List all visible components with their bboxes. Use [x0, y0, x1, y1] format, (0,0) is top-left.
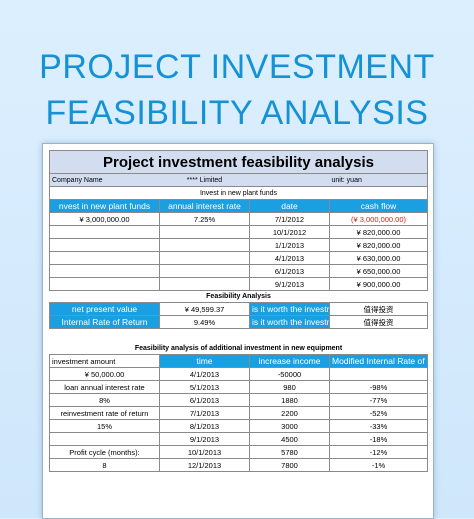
date-cell: 1/1/2013 [249, 238, 330, 252]
date-cell: 6/1/2013 [249, 264, 330, 278]
unit-label: unit: yuan [329, 173, 429, 187]
hero-title-line2: FEASIBILITY ANALYSIS [45, 94, 429, 132]
company-value: **** Limited [159, 173, 250, 187]
date-cell: 10/1/2012 [249, 225, 330, 239]
left-cell: ¥ 50,000.00 [49, 367, 160, 381]
income-cell: 7800 [249, 458, 330, 472]
irr-value: 9.49% [159, 315, 250, 329]
income-cell: 3000 [249, 419, 330, 433]
sheet-title: Project investment feasibility analysis [48, 150, 429, 174]
table-row: ¥ 50,000.00 4/1/2013 -50000 [49, 367, 429, 381]
time-cell: 8/1/2013 [159, 419, 250, 433]
company-label: Company Name [49, 173, 160, 187]
cashflow-cell: ¥ 650,000.00 [328, 264, 429, 278]
npv-answer: 值得投资 [328, 302, 429, 316]
feasibility-table: Feasibility Analysis net present value ¥… [49, 290, 429, 329]
table-row: 4/1/2013 ¥ 630,000.00 [49, 251, 429, 265]
table-row: 10/1/2012 ¥ 820,000.00 [49, 225, 429, 239]
mirr-cell: -52% [328, 406, 429, 420]
table-row: 15% 8/1/2013 3000 -33% [49, 419, 429, 433]
feasibility-title: Feasibility Analysis [206, 292, 271, 300]
plant-funds-table: Project investment feasibility analysis … [48, 150, 429, 291]
npv-label: net present value [49, 302, 160, 316]
table-row: net present value ¥ 49,599.37 is it wort… [49, 302, 429, 316]
table-row: loan annual interest rate 5/1/2013 980 -… [49, 380, 429, 394]
cashflow-cell: ¥ 820,000.00 [328, 225, 429, 239]
mirr-cell: -18% [328, 432, 429, 446]
table-row: 9/1/2013 ¥ 900,000.00 [49, 277, 429, 291]
npv-question: is it worth the investme [249, 302, 330, 316]
header-invest: nvest in new plant funds [49, 199, 160, 213]
income-cell: 2200 [249, 406, 330, 420]
mirr-cell [328, 367, 429, 381]
mirr-cell: -12% [328, 445, 429, 459]
rate-cell: 7.25% [159, 212, 250, 226]
section3-title: Feasibility analysis of additional inves… [134, 344, 343, 352]
header-time: time [159, 354, 250, 368]
mirr-cell: -1% [328, 458, 429, 472]
header-mirr: Modified Internal Rate of Return [328, 354, 429, 368]
time-cell: 5/1/2013 [159, 380, 250, 394]
table-row: Profit cycle (months): 10/1/2013 5780 -1… [49, 445, 429, 459]
table-row: 8% 6/1/2013 1880 -77% [49, 393, 429, 407]
time-cell: 9/1/2013 [159, 432, 250, 446]
table-row: reinvestment rate of return 7/1/2013 220… [49, 406, 429, 420]
header-date: date [249, 199, 330, 213]
cashflow-cell: ¥ 900,000.00 [328, 277, 429, 291]
table-row: ¥ 3,000,000.00 7.25% 7/1/2012 (¥ 3,000,0… [49, 212, 429, 226]
left-cell: Profit cycle (months): [49, 445, 160, 459]
left-cell [49, 432, 160, 446]
time-cell: 12/1/2013 [159, 458, 250, 472]
income-cell: 5780 [249, 445, 330, 459]
left-cell: 8% [49, 393, 160, 407]
left-cell: 8 [49, 458, 160, 472]
mirr-cell: -77% [328, 393, 429, 407]
equipment-table: Feasibility analysis of additional inves… [49, 342, 429, 472]
investment-cell: ¥ 3,000,000.00 [49, 212, 160, 226]
mirr-cell: -33% [328, 419, 429, 433]
header-rate: annual interest rate [159, 199, 250, 213]
cashflow-cell: (¥ 3,000,000.00) [328, 212, 429, 226]
table-row: 8 12/1/2013 7800 -1% [49, 458, 429, 472]
irr-answer: 值得投资 [328, 315, 429, 329]
time-cell: 7/1/2013 [159, 406, 250, 420]
left-cell: 15% [49, 419, 160, 433]
date-cell: 7/1/2012 [249, 212, 330, 226]
income-cell: 4500 [249, 432, 330, 446]
npv-value: ¥ 49,599.37 [159, 302, 250, 316]
date-cell: 4/1/2013 [249, 251, 330, 265]
date-cell: 9/1/2013 [249, 277, 330, 291]
time-cell: 4/1/2013 [159, 367, 250, 381]
time-cell: 10/1/2013 [159, 445, 250, 459]
income-cell: -50000 [249, 367, 330, 381]
table-row: Internal Rate of Return 9.49% is it wort… [49, 315, 429, 329]
left-cell: reinvestment rate of return [49, 406, 160, 420]
cashflow-cell: ¥ 630,000.00 [328, 251, 429, 265]
header-cashflow: cash flow [328, 199, 429, 213]
time-cell: 6/1/2013 [159, 393, 250, 407]
mirr-cell: -98% [328, 380, 429, 394]
irr-label: Internal Rate of Return [49, 315, 160, 329]
left-cell: loan annual interest rate [49, 380, 160, 394]
spreadsheet-preview: Project investment feasibility analysis … [42, 143, 434, 519]
table-row: 6/1/2013 ¥ 650,000.00 [49, 264, 429, 278]
table-row: 9/1/2013 4500 -18% [49, 432, 429, 446]
header-increase-income: increase income [249, 354, 330, 368]
cashflow-cell: ¥ 820,000.00 [328, 238, 429, 252]
income-cell: 980 [249, 380, 330, 394]
section1-title: Invest in new plant funds [48, 186, 429, 200]
irr-question: is it worth the investme [249, 315, 330, 329]
hero-title-line1: PROJECT INVESTMENT [39, 48, 435, 86]
header-investment-amount: investment amount [49, 354, 160, 368]
income-cell: 1880 [249, 393, 330, 407]
table-row: 1/1/2013 ¥ 820,000.00 [49, 238, 429, 252]
